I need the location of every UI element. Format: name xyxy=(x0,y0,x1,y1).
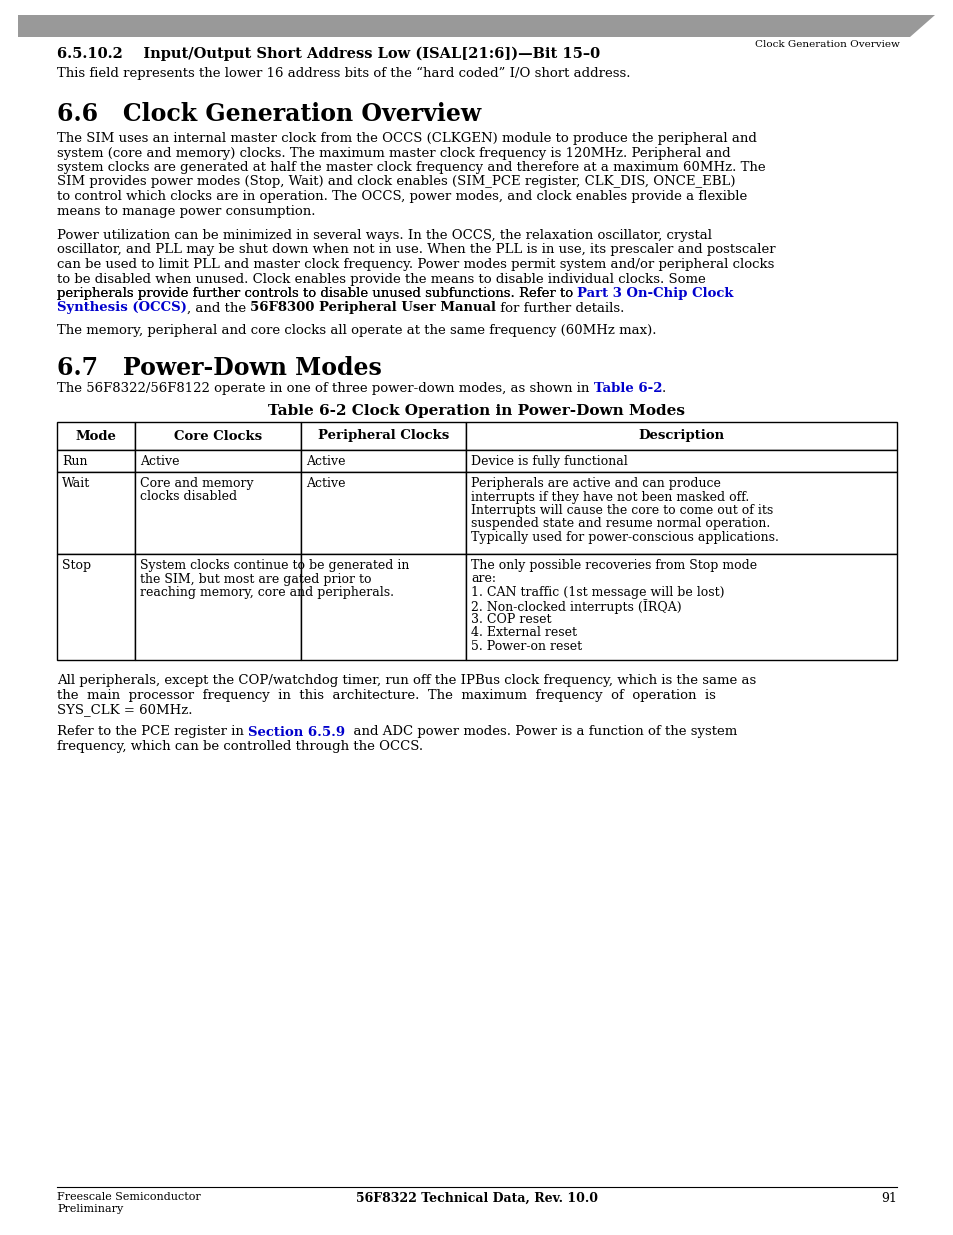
Bar xyxy=(57,472,135,555)
Text: 3. COP reset: 3. COP reset xyxy=(471,613,551,626)
Text: the  main  processor  frequency  in  this  architecture.  The  maximum  frequenc: the main processor frequency in this arc… xyxy=(57,688,715,701)
Bar xyxy=(300,555,466,659)
Text: 2. Non-clocked interrupts (ĪRQA): 2. Non-clocked interrupts (ĪRQA) xyxy=(471,599,681,614)
Text: Stop: Stop xyxy=(62,559,91,572)
Bar xyxy=(300,422,466,450)
Text: system (core and memory) clocks. The maximum master clock frequency is 120MHz. P: system (core and memory) clocks. The max… xyxy=(57,147,730,159)
Text: Freescale Semiconductor: Freescale Semiconductor xyxy=(57,1192,200,1202)
Text: interrupts if they have not been masked off.: interrupts if they have not been masked … xyxy=(471,490,748,504)
Text: Mode: Mode xyxy=(75,430,116,442)
Text: for further details.: for further details. xyxy=(496,301,624,315)
Text: Run: Run xyxy=(62,454,88,468)
Bar xyxy=(135,472,300,555)
Text: reaching memory, core and peripherals.: reaching memory, core and peripherals. xyxy=(140,585,394,599)
Text: Section 6.5.9: Section 6.5.9 xyxy=(248,725,345,739)
Text: 91: 91 xyxy=(881,1192,896,1205)
Bar xyxy=(466,555,896,659)
Text: Active: Active xyxy=(305,454,345,468)
Text: Preliminary: Preliminary xyxy=(57,1204,123,1214)
Text: Power utilization can be minimized in several ways. In the OCCS, the relaxation : Power utilization can be minimized in se… xyxy=(57,228,711,242)
Text: 4. External reset: 4. External reset xyxy=(471,626,577,640)
Text: frequency, which can be controlled through the OCCS.: frequency, which can be controlled throu… xyxy=(57,740,423,753)
Text: Active: Active xyxy=(305,477,345,490)
Bar xyxy=(135,450,300,472)
Text: The 56F8322/56F8122 operate in one of three power-down modes, as shown in: The 56F8322/56F8122 operate in one of th… xyxy=(57,382,593,395)
Text: Interrupts will cause the core to come out of its: Interrupts will cause the core to come o… xyxy=(471,504,773,517)
Text: , and the: , and the xyxy=(187,301,250,315)
Text: Description: Description xyxy=(638,430,724,442)
Text: means to manage power consumption.: means to manage power consumption. xyxy=(57,205,315,217)
Bar xyxy=(57,555,135,659)
Text: 6.6   Clock Generation Overview: 6.6 Clock Generation Overview xyxy=(57,103,480,126)
Text: Peripherals are active and can produce: Peripherals are active and can produce xyxy=(471,477,720,490)
Text: to control which clocks are in operation. The OCCS, power modes, and clock enabl: to control which clocks are in operation… xyxy=(57,190,746,203)
Text: Wait: Wait xyxy=(62,477,91,490)
Text: 56F8322 Technical Data, Rev. 10.0: 56F8322 Technical Data, Rev. 10.0 xyxy=(355,1192,598,1205)
Text: the SIM, but most are gated prior to: the SIM, but most are gated prior to xyxy=(140,573,372,585)
Text: System clocks continue to be generated in: System clocks continue to be generated i… xyxy=(140,559,409,572)
Text: Table 6-2: Table 6-2 xyxy=(593,382,661,395)
Bar xyxy=(466,472,896,555)
Text: Core Clocks: Core Clocks xyxy=(173,430,262,442)
Text: 6.5.10.2    Input/Output Short Address Low (ISAL[21:6])—Bit 15–0: 6.5.10.2 Input/Output Short Address Low … xyxy=(57,47,599,62)
Text: oscillator, and PLL may be shut down when not in use. When the PLL is in use, it: oscillator, and PLL may be shut down whe… xyxy=(57,243,775,257)
Bar xyxy=(135,422,300,450)
Bar xyxy=(300,472,466,555)
Text: and ADC power modes. Power is a function of the system: and ADC power modes. Power is a function… xyxy=(345,725,737,739)
Text: Part 3 On-Chip Clock: Part 3 On-Chip Clock xyxy=(577,287,733,300)
Text: Refer to the PCE register in: Refer to the PCE register in xyxy=(57,725,248,739)
Bar xyxy=(135,555,300,659)
Text: are:: are: xyxy=(471,573,496,585)
Text: The memory, peripheral and core clocks all operate at the same frequency (60MHz : The memory, peripheral and core clocks a… xyxy=(57,324,656,337)
Text: Typically used for power-conscious applications.: Typically used for power-conscious appli… xyxy=(471,531,779,543)
Text: The SIM uses an internal master clock from the OCCS (CLKGEN) module to produce t: The SIM uses an internal master clock fr… xyxy=(57,132,756,144)
Polygon shape xyxy=(18,15,934,37)
Bar xyxy=(466,450,896,472)
Text: 6.7   Power-Down Modes: 6.7 Power-Down Modes xyxy=(57,356,381,380)
Text: SYS_CLK = 60MHz.: SYS_CLK = 60MHz. xyxy=(57,703,193,716)
Bar xyxy=(466,422,896,450)
Text: can be used to limit PLL and master clock frequency. Power modes permit system a: can be used to limit PLL and master cloc… xyxy=(57,258,774,270)
Text: 5. Power-on reset: 5. Power-on reset xyxy=(471,640,581,653)
Text: suspended state and resume normal operation.: suspended state and resume normal operat… xyxy=(471,517,769,531)
Text: .: . xyxy=(661,382,666,395)
Text: Synthesis (OCCS): Synthesis (OCCS) xyxy=(57,301,187,315)
Text: peripherals provide further controls to disable unused subfunctions. Refer to: peripherals provide further controls to … xyxy=(57,287,577,300)
Text: Core and memory: Core and memory xyxy=(140,477,253,490)
Text: Clock Generation Overview: Clock Generation Overview xyxy=(755,40,899,49)
Bar xyxy=(300,450,466,472)
Text: 56F8300 Peripheral User Manual: 56F8300 Peripheral User Manual xyxy=(250,301,496,315)
Text: Table 6-2 Clock Operation in Power-Down Modes: Table 6-2 Clock Operation in Power-Down … xyxy=(268,404,685,417)
Text: Active: Active xyxy=(140,454,179,468)
Text: peripherals provide further controls to disable unused subfunctions. Refer to: peripherals provide further controls to … xyxy=(57,287,577,300)
Text: This field represents the lower 16 address bits of the “hard coded” I/O short ad: This field represents the lower 16 addre… xyxy=(57,67,630,80)
Text: Peripheral Clocks: Peripheral Clocks xyxy=(317,430,449,442)
Bar xyxy=(57,450,135,472)
Text: system clocks are generated at half the master clock frequency and therefore at : system clocks are generated at half the … xyxy=(57,161,765,174)
Text: The only possible recoveries from Stop mode: The only possible recoveries from Stop m… xyxy=(471,559,757,572)
Text: to be disabled when unused. Clock enables provide the means to disable individua: to be disabled when unused. Clock enable… xyxy=(57,273,705,285)
Text: clocks disabled: clocks disabled xyxy=(140,490,237,504)
Text: SIM provides power modes (Stop, Wait) and clock enables (SIM_PCE register, CLK_D: SIM provides power modes (Stop, Wait) an… xyxy=(57,175,735,189)
Bar xyxy=(57,422,135,450)
Text: 1. CAN traffic (1st message will be lost): 1. CAN traffic (1st message will be lost… xyxy=(471,585,724,599)
Text: Device is fully functional: Device is fully functional xyxy=(471,454,627,468)
Text: All peripherals, except the COP/watchdog timer, run off the IPBus clock frequenc: All peripherals, except the COP/watchdog… xyxy=(57,674,756,687)
